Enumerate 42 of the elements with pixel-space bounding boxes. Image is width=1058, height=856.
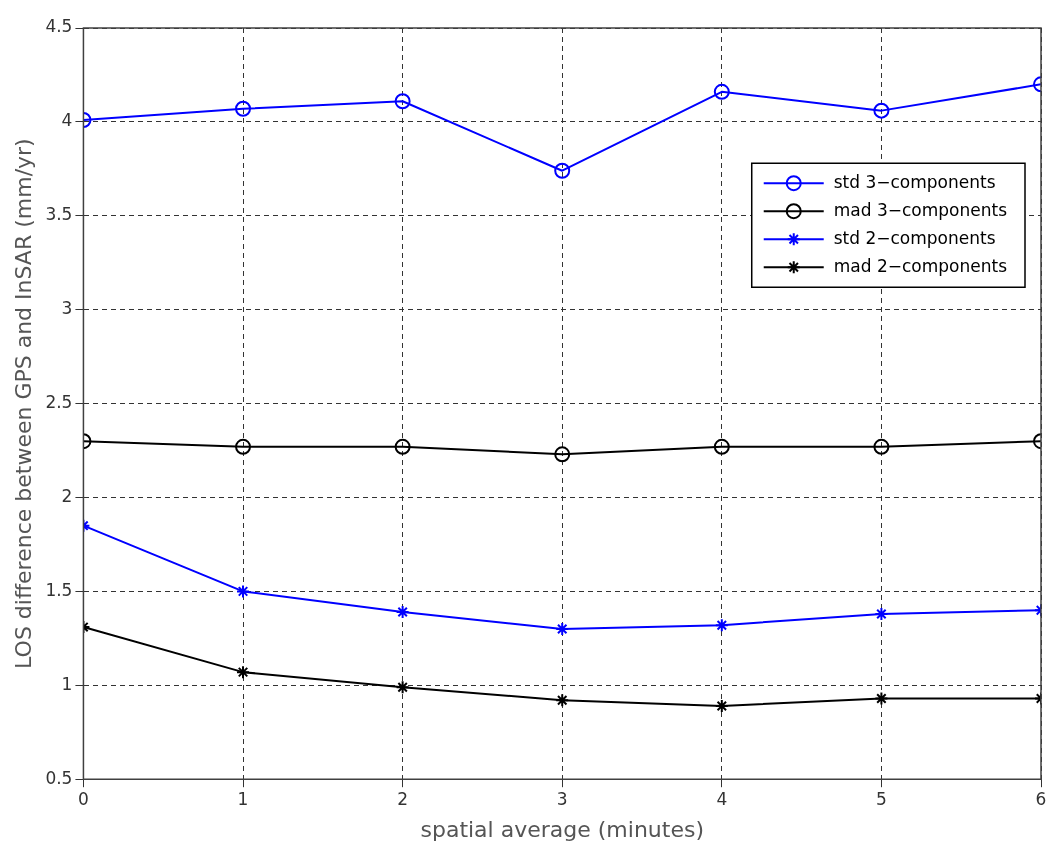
point	[555, 621, 570, 636]
x-tick-label: 3	[556, 788, 568, 809]
point	[554, 162, 571, 179]
y-tick-label: 0.5	[45, 767, 73, 788]
legend-label: mad 2−components	[833, 255, 1008, 276]
y-tick-label: 2.5	[45, 392, 73, 413]
point	[395, 605, 410, 620]
point	[554, 446, 571, 463]
point	[873, 438, 890, 455]
point	[555, 693, 570, 708]
y-tick-label: 1.5	[45, 579, 73, 600]
point	[713, 83, 730, 100]
x-tick-label: 1	[237, 788, 249, 809]
point	[874, 606, 889, 621]
x-tick-label: 5	[875, 788, 887, 809]
point	[235, 438, 252, 455]
point	[714, 698, 729, 713]
y-tick-label: 4	[61, 110, 73, 131]
point	[714, 618, 729, 633]
legend-label: std 2−components	[833, 227, 996, 248]
x-axis-title: spatial average (minutes)	[420, 816, 704, 842]
point	[394, 438, 411, 455]
y-tick-label: 1	[61, 673, 73, 694]
point	[235, 100, 252, 117]
point	[394, 93, 411, 110]
x-tick-label: 2	[397, 788, 409, 809]
y-axis-title: LOS difference between GPS and InSAR (mm/yr)	[10, 138, 36, 669]
point	[236, 584, 251, 599]
point	[713, 438, 730, 455]
x-tick-label: 6	[1035, 788, 1047, 809]
y-tick-label: 4.5	[45, 16, 73, 37]
point	[395, 680, 410, 695]
x-tick-label: 0	[78, 788, 89, 809]
y-tick-label: 3.5	[45, 204, 73, 225]
point	[236, 665, 251, 680]
legend-label: mad 3−components	[833, 199, 1008, 220]
point	[873, 102, 890, 119]
y-tick-label: 2	[61, 485, 73, 506]
legend-label: std 3−components	[833, 171, 996, 192]
x-tick-label: 4	[716, 788, 728, 809]
y-tick-label: 3	[61, 298, 73, 319]
point	[874, 691, 889, 706]
